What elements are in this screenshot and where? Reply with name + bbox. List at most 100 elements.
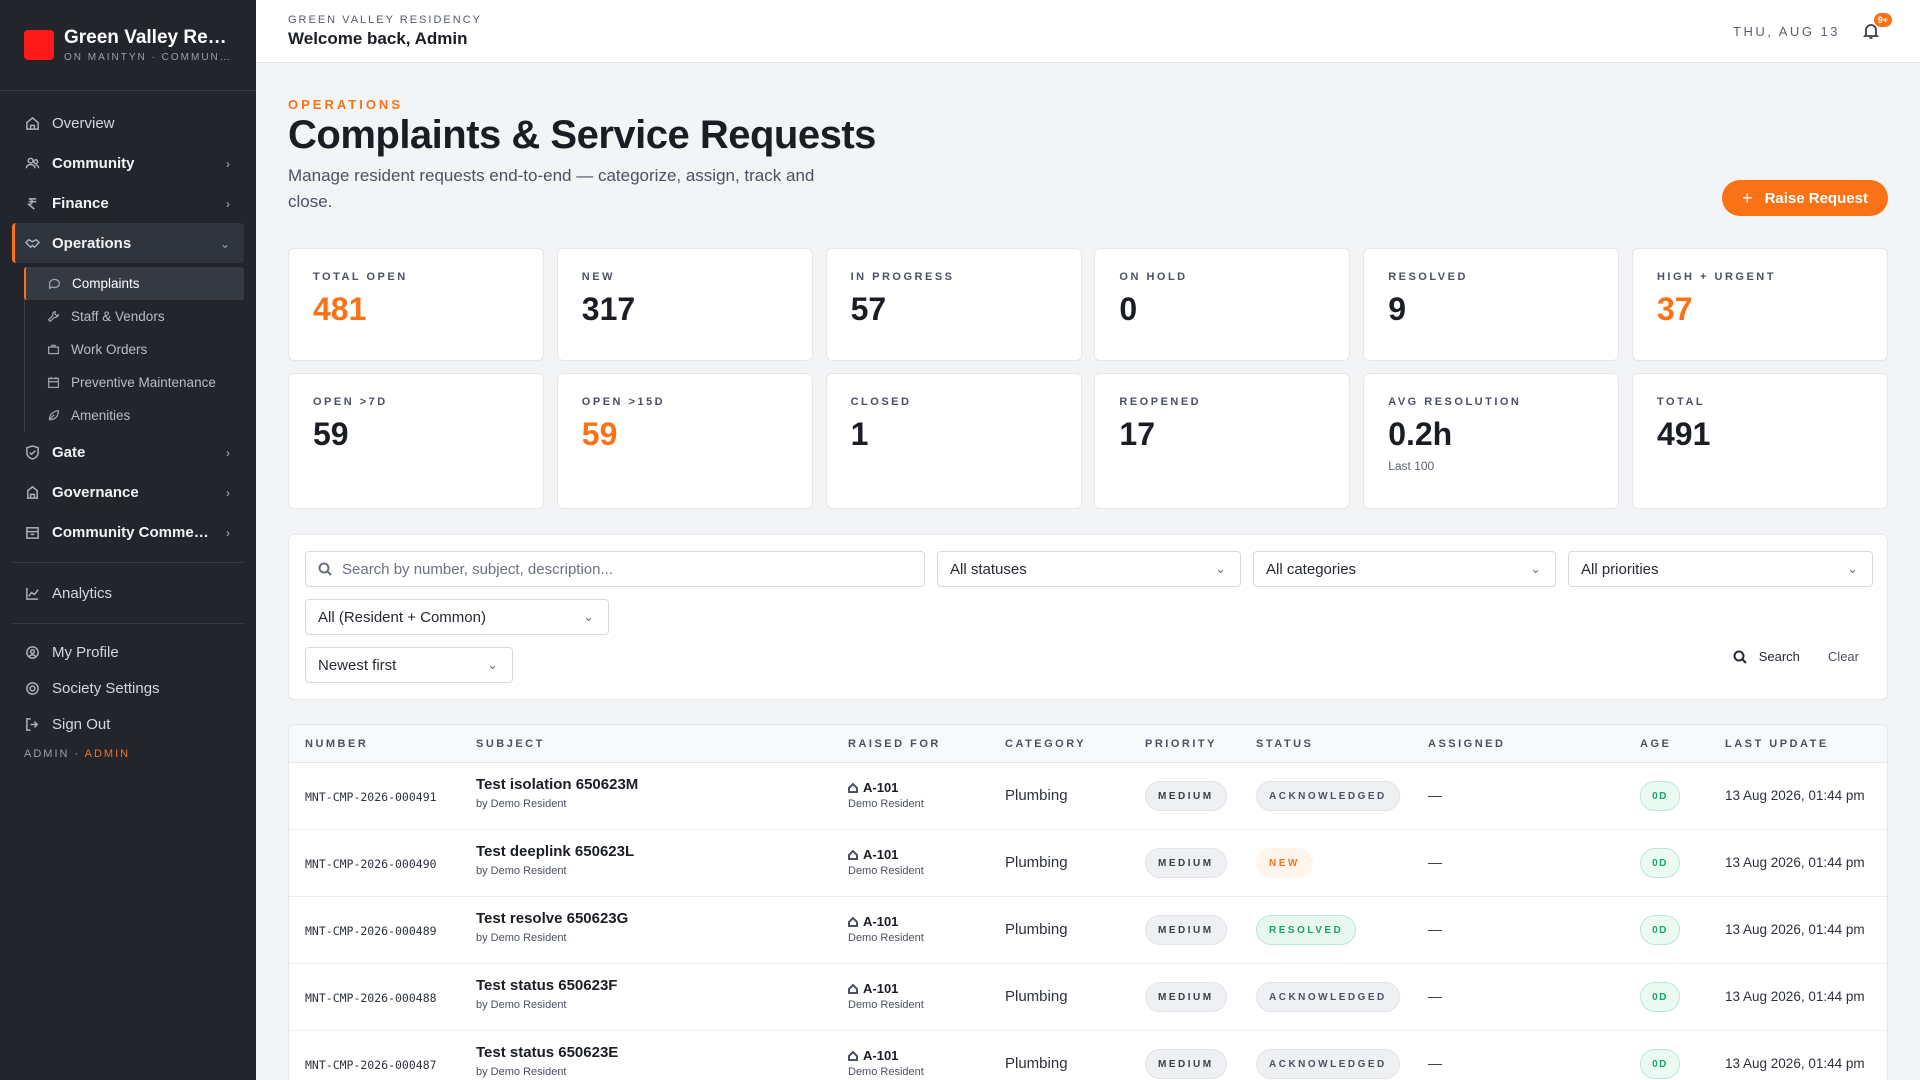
column-header-status[interactable]: STATUS	[1256, 738, 1314, 750]
building-icon	[24, 484, 40, 500]
chevron-down-icon: ⌄	[583, 609, 594, 624]
column-header-priority[interactable]: PRIORITY	[1145, 738, 1217, 750]
stat-card-total: TOTAL 491	[1631, 373, 1888, 509]
sidebar-subitem-complaints[interactable]: Complaints	[24, 267, 244, 300]
sidebar-item-operations[interactable]: Operations ⌄	[12, 223, 244, 263]
sidebar-item-overview[interactable]: Overview	[0, 103, 256, 143]
raised-for-unit: A-101	[863, 914, 899, 929]
category: Plumbing	[1005, 921, 1068, 938]
sidebar-item-gate[interactable]: Gate ›	[0, 432, 256, 472]
chevron-right-icon: ›	[226, 157, 230, 171]
raised-for-resident: Demo Resident	[848, 1066, 924, 1078]
stat-value: 59	[581, 416, 618, 452]
sidebar-item-sign-out[interactable]: Sign Out	[0, 706, 256, 742]
chevron-right-icon: ›	[226, 197, 230, 211]
priority-select[interactable]: All priorities ⌄	[1568, 551, 1873, 587]
complaint-number[interactable]: MNT-CMP-2026-000491	[305, 790, 437, 804]
complaint-number[interactable]: MNT-CMP-2026-000487	[305, 1058, 437, 1072]
category-select[interactable]: All categories ⌄	[1253, 551, 1556, 587]
home-icon	[848, 916, 858, 927]
sidebar-subitem-label: Amenities	[71, 408, 131, 423]
raise-request-button[interactable]: + Raise Request	[1722, 180, 1888, 216]
table-row[interactable]: MNT-CMP-2026-000489 Test resolve 650623G…	[289, 897, 1887, 964]
category: Plumbing	[1005, 1055, 1068, 1072]
sidebar-item-society-settings[interactable]: Society Settings	[0, 670, 256, 706]
age-badge: 0D	[1640, 1049, 1680, 1079]
clear-button[interactable]: Clear	[1827, 649, 1859, 664]
user-icon	[24, 644, 40, 660]
assigned: —	[1428, 787, 1442, 803]
sidebar-item-analytics[interactable]: Analytics	[0, 573, 256, 613]
sort-select[interactable]: Newest first ⌄	[305, 647, 513, 683]
complaint-subject[interactable]: Test status 650623E by Demo Resident	[476, 1044, 618, 1078]
search-button[interactable]: Search	[1758, 649, 1800, 664]
column-header-raised-for[interactable]: RAISED FOR	[848, 738, 941, 750]
search-input[interactable]: Search by number, subject, description..…	[305, 551, 925, 587]
stat-card-in-progress: IN PROGRESS 57	[825, 248, 1082, 361]
column-header-age[interactable]: AGE	[1640, 738, 1672, 750]
subject-title: Test isolation 650623M	[476, 776, 639, 793]
complaint-subject[interactable]: Test resolve 650623G by Demo Resident	[476, 910, 628, 944]
category: Plumbing	[1005, 787, 1068, 804]
status-badge: NEW	[1256, 848, 1313, 878]
priority-badge: MEDIUM	[1145, 915, 1227, 945]
column-header-last-update[interactable]: LAST UPDATE	[1725, 738, 1829, 750]
table-row[interactable]: MNT-CMP-2026-000490 Test deeplink 650623…	[289, 830, 1887, 897]
sidebar-subitem-preventive-maintenance[interactable]: Preventive Maintenance	[25, 366, 244, 399]
brand-logo	[24, 30, 54, 60]
table-row[interactable]: MNT-CMP-2026-000487 Test status 650623E …	[289, 1031, 1887, 1080]
sidebar-item-community-commerce[interactable]: Community Commerce ›	[0, 512, 256, 552]
scope-select[interactable]: All (Resident + Common) ⌄	[305, 599, 609, 635]
home-icon	[848, 849, 858, 860]
last-update: 13 Aug 2026, 01:44 pm	[1725, 1056, 1865, 1071]
column-header-subject[interactable]: SUBJECT	[476, 738, 545, 750]
role-separator: ·	[69, 748, 85, 760]
table-row[interactable]: MNT-CMP-2026-000488 Test status 650623F …	[289, 964, 1887, 1031]
subject-title: Test status 650623E	[476, 1044, 619, 1061]
status-select[interactable]: All statuses ⌄	[937, 551, 1241, 587]
complaint-subject[interactable]: Test deeplink 650623L by Demo Resident	[476, 843, 634, 877]
sidebar-item-label: Society Settings	[52, 679, 160, 697]
sidebar-subitem-amenities[interactable]: Amenities	[25, 399, 244, 432]
sidebar-subitem-work-orders[interactable]: Work Orders	[25, 333, 244, 366]
column-header-category[interactable]: CATEGORY	[1005, 738, 1087, 750]
last-update: 13 Aug 2026, 01:44 pm	[1725, 788, 1865, 803]
sidebar-subitem-label: Complaints	[72, 276, 140, 291]
table-row[interactable]: MNT-CMP-2026-000491 Test isolation 65062…	[289, 763, 1887, 830]
sidebar-subitem-staff-vendors[interactable]: Staff & Vendors	[25, 300, 244, 333]
column-header-assigned[interactable]: ASSIGNED	[1428, 738, 1506, 750]
sidebar-nav: Overview Community › Finance › Operation…	[0, 91, 256, 766]
complaint-number[interactable]: MNT-CMP-2026-000490	[305, 857, 437, 871]
raised-for-unit: A-101	[863, 981, 899, 996]
chevron-down-icon: ⌄	[487, 657, 498, 672]
stat-card-avg-resolution: AVG RESOLUTION 0.2h Last 100	[1363, 373, 1620, 509]
chevron-right-icon: ›	[226, 526, 230, 540]
complaint-subject[interactable]: Test status 650623F by Demo Resident	[476, 977, 617, 1011]
stat-label: IN PROGRESS	[850, 271, 955, 283]
raised-for: A-101 Demo Resident	[848, 981, 924, 1011]
stat-card-closed: CLOSED 1	[825, 373, 1082, 509]
column-header-number[interactable]: NUMBER	[305, 738, 369, 750]
raised-for: A-101 Demo Resident	[848, 1048, 924, 1078]
signout-icon	[24, 716, 40, 732]
subject-title: Test deeplink 650623L	[476, 843, 635, 860]
sidebar-item-governance[interactable]: Governance ›	[0, 472, 256, 512]
bell-icon[interactable]	[1862, 22, 1880, 40]
complaint-number[interactable]: MNT-CMP-2026-000488	[305, 991, 437, 1005]
shield-icon	[24, 444, 40, 460]
brand[interactable]: Green Valley Residency ON MAINTYN · COMM…	[0, 0, 256, 91]
stat-card-high-urgent: HIGH + URGENT 37	[1631, 248, 1888, 361]
sidebar-item-finance[interactable]: Finance ›	[0, 183, 256, 223]
gear-icon	[24, 680, 40, 696]
assigned: —	[1428, 921, 1442, 937]
complaint-number[interactable]: MNT-CMP-2026-000489	[305, 924, 437, 938]
stat-value: 0	[1119, 291, 1138, 327]
search-placeholder: Search by number, subject, description..…	[342, 560, 613, 578]
sidebar-item-community[interactable]: Community ›	[0, 143, 256, 183]
complaints-table: NUMBER SUBJECT RAISED FOR CATEGORY PRIOR…	[288, 724, 1888, 1080]
raised-for-unit: A-101	[863, 1048, 899, 1063]
chart-icon	[24, 585, 40, 601]
sidebar-item-my-profile[interactable]: My Profile	[0, 634, 256, 670]
complaint-subject[interactable]: Test isolation 650623M by Demo Resident	[476, 776, 638, 810]
stat-label: RESOLVED	[1388, 271, 1468, 283]
